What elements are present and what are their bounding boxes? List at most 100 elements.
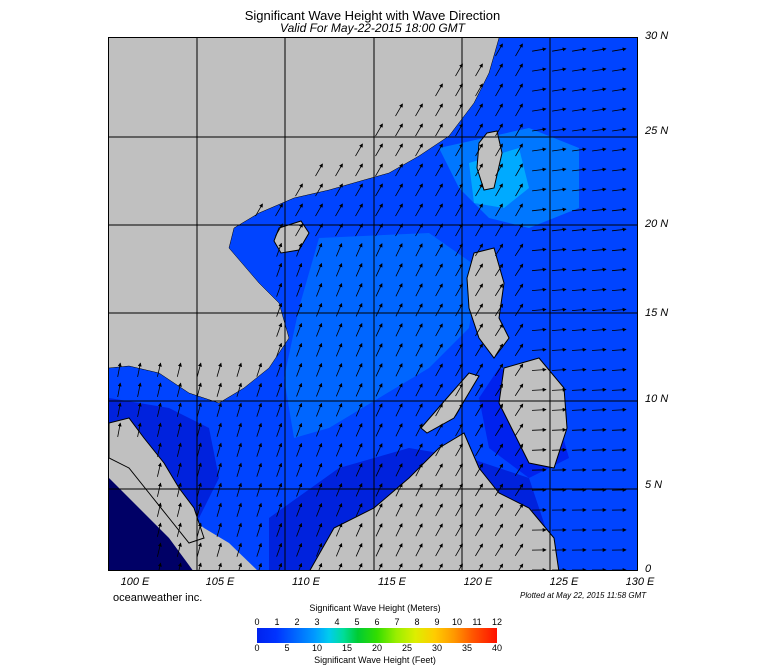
wave-direction-arrow [157,502,162,517]
lon-label: 100 E [120,576,150,588]
lon-label: 105 E [205,576,235,588]
wave-direction-arrow [572,187,587,192]
colorbar-feet-tick: 30 [431,643,442,653]
wave-direction-arrow [612,147,627,152]
wave-direction-arrow [176,542,182,557]
wave-direction-arrow [531,407,547,412]
wave-direction-arrow [335,322,343,337]
wave-direction-arrow [276,322,283,337]
wave-direction-arrow [375,283,383,297]
wave-direction-arrow [435,503,443,517]
wave-direction-arrow [514,443,524,457]
wave-direction-arrow [296,262,303,277]
wave-direction-arrow [375,223,383,237]
wave-direction-arrow [355,183,363,197]
wave-direction-arrow [276,242,283,257]
wave-direction-arrow [532,107,547,112]
wave-direction-arrow [435,183,443,197]
wave-direction-arrow [475,323,483,337]
wave-direction-arrow [276,442,283,457]
wave-direction-arrow [276,282,283,297]
wave-direction-arrow [157,462,162,477]
wave-direction-arrow [475,363,483,377]
wave-direction-arrow [275,223,283,237]
dark-corner [109,478,193,570]
wave-direction-arrow [475,123,483,137]
wave-direction-arrow [316,502,323,517]
wave-direction-arrow [355,542,363,557]
wave-direction-arrow [256,362,263,377]
wave-direction-arrow [218,562,222,570]
wave-direction-arrow [355,402,363,417]
wave-direction-arrow [435,83,443,97]
wave-direction-arrow [355,482,363,497]
wave-direction-arrow [296,322,303,337]
colorbar-meter-tick: 10 [451,617,462,627]
colorbar-meter-tick: 9 [434,617,440,627]
wave-direction-arrow [515,223,523,237]
wave-direction-arrow [296,282,303,297]
wave-direction-arrow [435,323,443,337]
wave-direction-arrow [415,203,423,217]
wave-direction-arrow [256,422,263,437]
wave-direction-arrow [216,442,222,457]
wave-direction-arrow [316,482,323,497]
wave-direction-arrow [571,267,587,272]
wave-direction-arrow [355,442,363,457]
wave-direction-arrow [571,247,587,252]
wave-direction-arrow [415,143,423,157]
wave-direction-arrow [335,183,343,197]
wave-direction-arrow [395,523,403,537]
wave-direction-arrow [216,482,222,497]
wave-direction-arrow [475,203,483,217]
valid-time-subtitle: Valid For May-22-2015 18:00 GMT [280,21,465,35]
wave-direction-arrow [532,47,547,52]
wave-direction-arrow [117,362,122,377]
wave-direction-arrow [355,143,363,157]
wave-direction-arrow [455,523,463,537]
wave-direction-arrow [196,402,202,417]
wave-direction-arrow [415,263,423,277]
wave-direction-arrow [315,203,323,217]
wave-direction-arrow [494,443,504,457]
wave-direction-arrow [415,303,423,317]
wave-direction-arrow [515,63,523,77]
wave-direction-arrow [395,243,403,257]
colorbar-meter-tick: 8 [414,617,420,627]
wave-direction-arrow [531,207,547,212]
wave-direction-arrow [157,442,162,457]
wave-direction-arrow [494,263,504,277]
wave-direction-arrow [551,367,567,372]
wave-direction-arrow [196,502,202,517]
wave-direction-arrow [551,287,567,292]
wave-direction-arrow [495,183,503,197]
wave-direction-arrow [531,227,547,232]
wave-direction-arrow [612,67,627,72]
wave-direction-arrow [375,243,383,257]
wave-direction-arrow [216,522,222,537]
wave-direction-arrow [355,242,363,257]
lon-label: 115 E [378,576,406,588]
wave-direction-arrow [611,407,627,412]
wave-direction-arrow [196,362,202,377]
wave-direction-arrow [455,423,463,437]
wave-direction-arrow [278,562,283,570]
colorbar-meter-tick: 5 [354,617,360,627]
wave-direction-arrow [335,482,343,497]
colorbar-meter-tick: 3 [314,617,320,627]
wave-direction-arrow [296,542,303,557]
wave-direction-arrow [137,382,142,397]
wave-direction-arrow [551,247,567,252]
wave-direction-arrow [532,67,547,72]
wave-direction-arrow [255,203,263,217]
wave-direction-arrow [611,347,627,352]
wave-direction-arrow [571,227,587,232]
indochina-land [109,38,500,404]
wave-direction-arrow [358,562,363,570]
wave-direction-arrow [157,522,162,537]
wave-direction-arrow [455,483,463,497]
wave-direction-arrow [455,243,463,257]
wave-direction-arrow [395,463,403,477]
wave-direction-arrow [415,283,423,297]
wave-direction-arrow [438,563,443,570]
